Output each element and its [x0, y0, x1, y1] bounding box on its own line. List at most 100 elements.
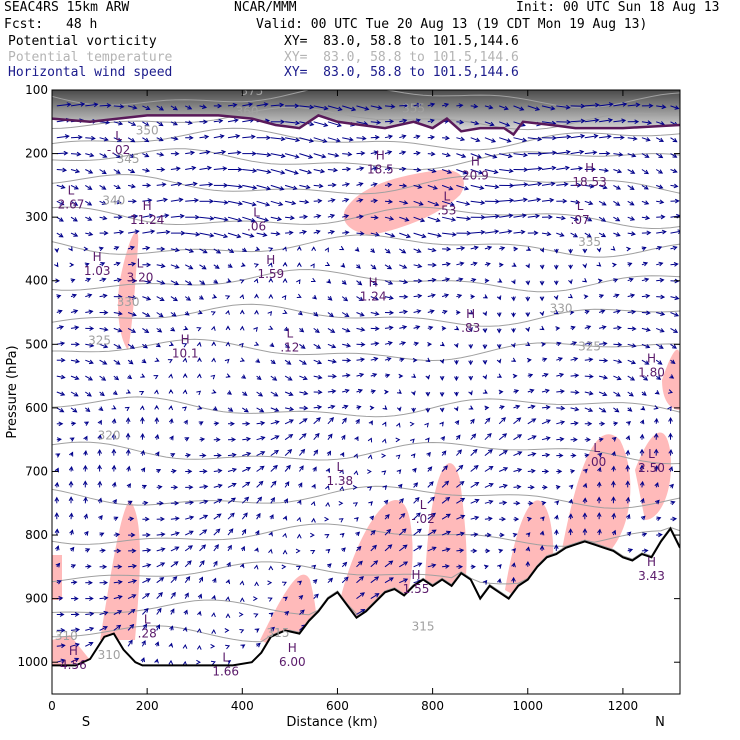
wind-arrow — [656, 104, 667, 110]
wind-shaft — [470, 105, 478, 108]
wind-head — [240, 262, 246, 267]
wind-head — [168, 642, 174, 648]
wind-shaft — [170, 198, 183, 202]
wind-arrow — [56, 580, 62, 585]
wind-shaft — [627, 137, 637, 140]
extremum-value: -.02 — [107, 143, 130, 157]
wind-head — [132, 579, 138, 584]
wind-arrow — [256, 512, 261, 520]
wind-arrow — [512, 532, 518, 538]
wind-arrow — [182, 373, 188, 378]
wind-shaft — [227, 232, 241, 238]
wind-head — [625, 464, 631, 470]
wind-arrow — [325, 501, 331, 507]
wind-shaft — [656, 262, 663, 266]
wind-arrow — [639, 464, 645, 472]
wind-arrow — [327, 182, 337, 188]
wind-head — [188, 530, 194, 535]
y-tick-label: 500 — [25, 337, 48, 351]
wind-arrow — [541, 105, 556, 111]
wind-arrow — [85, 135, 96, 141]
wind-arrow — [352, 485, 358, 490]
wind-head — [196, 327, 202, 332]
wind-arrow — [197, 610, 202, 616]
wind-head — [142, 623, 148, 629]
wind-shaft — [156, 183, 166, 186]
wind-head — [308, 154, 314, 159]
wind-shaft — [342, 343, 351, 347]
wind-head — [454, 343, 459, 348]
wind-head — [346, 357, 352, 363]
wind-arrow — [225, 295, 231, 300]
wind-head — [399, 357, 405, 363]
wind-head — [659, 277, 665, 283]
wind-head — [86, 392, 92, 397]
wind-arrow — [456, 480, 465, 488]
wind-arrow — [627, 200, 635, 206]
wind-arrow — [85, 277, 92, 283]
wind-arrow — [499, 183, 515, 188]
wind-shaft — [470, 184, 484, 189]
wind-shaft — [641, 137, 650, 141]
wind-head — [582, 277, 588, 283]
wind-arrow — [169, 341, 174, 347]
wind-arrow — [556, 232, 565, 237]
wind-head — [542, 484, 548, 490]
wind-arrow — [425, 437, 430, 443]
wind-head — [56, 437, 62, 442]
wind-shaft — [427, 216, 440, 222]
wind-arrow — [384, 119, 395, 124]
wind-arrow — [239, 580, 245, 586]
wind-arrow — [154, 658, 159, 664]
wind-shaft — [398, 513, 405, 520]
wind-arrow — [498, 433, 508, 441]
wind-head — [303, 390, 309, 396]
wind-head — [297, 499, 302, 505]
wind-shaft — [327, 359, 337, 363]
wind-head — [657, 246, 663, 251]
wind-head — [429, 481, 434, 486]
wind-shaft — [227, 216, 242, 222]
wind-head — [204, 134, 210, 140]
wind-head — [88, 359, 94, 365]
wind-head — [528, 500, 534, 506]
wind-shaft — [656, 296, 665, 298]
wind-shaft — [99, 184, 106, 190]
wind-head — [71, 564, 77, 569]
wind-arrow — [142, 592, 150, 600]
wind-head — [415, 150, 421, 156]
wind-arrow — [525, 546, 531, 552]
wind-arrow — [570, 133, 586, 139]
wind-head — [539, 325, 545, 331]
wind-head — [543, 373, 549, 378]
wind-arrow — [185, 198, 200, 203]
wind-head — [514, 516, 520, 522]
wind-shaft — [227, 184, 243, 188]
wind-head — [239, 580, 245, 586]
wind-arrow — [142, 516, 150, 522]
wind-arrow — [70, 564, 77, 569]
wind-arrow — [127, 153, 135, 158]
wind-head — [288, 391, 294, 396]
wind-arrow — [570, 421, 579, 426]
wind-shaft — [227, 528, 234, 536]
wind-shaft — [313, 153, 326, 158]
wind-head — [483, 564, 489, 570]
wind-head — [97, 464, 102, 470]
wind-head — [201, 265, 207, 270]
wind-head — [246, 451, 252, 457]
y-tick-label: 800 — [25, 528, 48, 542]
wind-arrow — [54, 512, 60, 520]
wind-arrow — [240, 545, 245, 552]
wind-arrow — [541, 231, 552, 237]
wind-shaft — [56, 407, 64, 413]
wind-head — [360, 609, 366, 614]
wind-shaft — [56, 184, 65, 189]
wind-head — [256, 512, 261, 518]
wind-arrow — [156, 246, 166, 252]
wind-shaft — [670, 215, 680, 218]
wind-head — [87, 293, 93, 298]
wind-arrow — [340, 451, 345, 457]
wind-shaft — [370, 357, 378, 361]
wind-head — [459, 480, 465, 486]
